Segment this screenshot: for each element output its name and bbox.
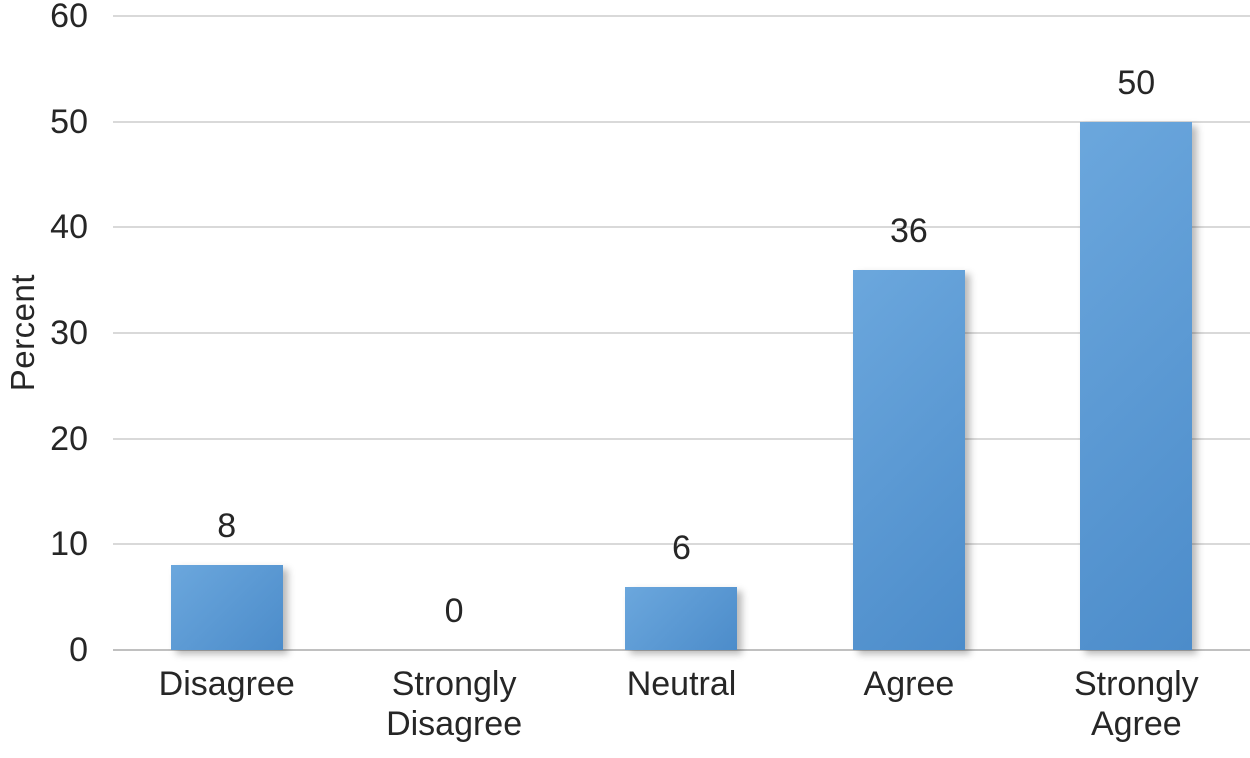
x-category-label-agree: Agree <box>863 665 955 703</box>
y-tick-label-40: 40 <box>50 208 88 247</box>
bar-slot-strongly-agree: 50 <box>1023 16 1250 650</box>
bar-slot-strongly-disagree: 0 <box>340 16 567 650</box>
gridline-30 <box>113 332 1250 334</box>
bar-value-label-strongly-disagree: 0 <box>444 592 464 630</box>
bar-value-label-strongly-agree: 50 <box>1117 63 1156 102</box>
y-tick-label-20: 20 <box>50 419 88 458</box>
bar-value-label-disagree: 8 <box>217 507 237 546</box>
x-axis-category-labels: Disagree Strongly Disagree Neutral Agree Str… <box>113 664 1250 744</box>
x-axis-line <box>113 649 1250 651</box>
bar-slot-neutral: 6 <box>568 16 795 650</box>
bar-value-label-agree: 36 <box>889 211 928 250</box>
y-tick-label-0: 0 <box>69 631 88 669</box>
bar-agree <box>852 269 965 650</box>
y-axis-tick-labels: 0 10 20 30 40 50 60 <box>0 0 88 667</box>
y-tick-label-30: 30 <box>50 314 88 352</box>
gridline-20 <box>113 437 1250 440</box>
gridline-60 <box>113 15 1250 17</box>
bar-slot-disagree: 8 <box>113 16 340 650</box>
bar-strongly-agree <box>1080 121 1193 650</box>
x-category-label-disagree: Disagree <box>158 665 295 703</box>
bar-disagree <box>170 565 283 650</box>
x-category-label-neutral: Neutral <box>626 665 737 703</box>
y-tick-label-50: 50 <box>50 102 88 141</box>
bar-neutral <box>625 586 738 650</box>
x-category-label-strongly-disagree: Strongly Disagree <box>386 665 523 743</box>
bar-value-label-neutral: 6 <box>672 528 691 567</box>
gridline-50 <box>113 120 1250 123</box>
y-tick-label-10: 10 <box>50 525 88 564</box>
gridline-10 <box>113 543 1250 546</box>
gridline-40 <box>113 226 1250 229</box>
x-category-label-strongly-agree: Strongly Agree <box>1073 665 1199 743</box>
plot-area: 8 0 6 36 50 <box>113 15 1250 651</box>
bar-slot-agree: 36 <box>795 16 1022 650</box>
y-tick-label-60: 60 <box>50 0 88 35</box>
